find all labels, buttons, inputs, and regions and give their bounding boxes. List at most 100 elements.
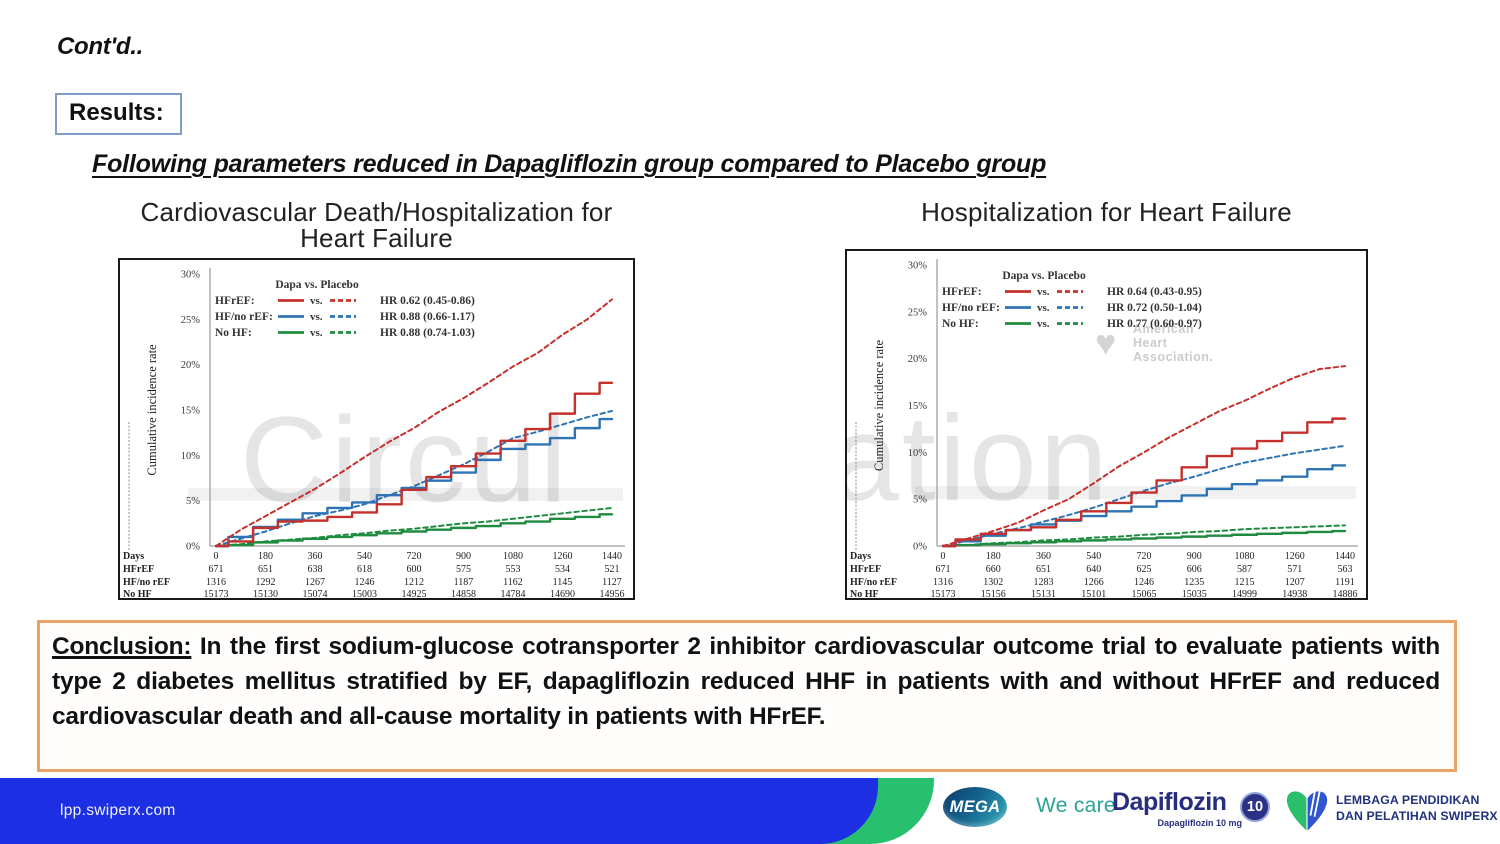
conclusion-box: Conclusion: In the first sodium-glucose … [37,620,1457,772]
svg-text:1302: 1302 [983,577,1003,588]
brand-name: Dapiflozin [1112,788,1227,816]
svg-text:0: 0 [214,551,219,562]
svg-text:534: 534 [555,564,570,575]
svg-text:1080: 1080 [503,551,523,562]
svg-text:HR 0.88 (0.74-1.03): HR 0.88 (0.74-1.03) [380,327,475,339]
svg-text:15065: 15065 [1132,589,1157,598]
svg-text:0%: 0% [913,542,927,553]
svg-text:540: 540 [357,551,372,562]
svg-text:Heart: Heart [1133,336,1168,350]
svg-text:571: 571 [1287,564,1302,575]
svg-text:HR 0.64 (0.43-0.95): HR 0.64 (0.43-0.95) [1107,286,1202,298]
svg-text:vs.: vs. [310,295,323,307]
svg-text:Cumulative incidence rate: Cumulative incidence rate [872,339,886,471]
left-chart-title-line1: Cardiovascular Death/Hospitalization for [140,197,613,227]
hhf-chart-frame: ation ♥ American Heart Association. 0% 5% 10% 15… [845,249,1368,600]
svg-text:1260: 1260 [553,551,573,562]
org-name-line2: DAN PELATIHAN SWIPERX [1336,808,1498,823]
svg-text:0: 0 [941,551,946,562]
svg-text:vs.: vs. [1037,318,1050,330]
svg-text:HFrEF:: HFrEF: [215,295,255,307]
svg-text:540: 540 [1086,551,1101,562]
svg-text:HFrEF:: HFrEF: [942,286,982,298]
svg-text:10%: 10% [181,451,201,462]
org-name: LEMBAGA PENDIDIKAN DAN PELATIHAN SWIPERX [1336,793,1498,824]
svg-text:640: 640 [1086,564,1101,575]
svg-text:1440: 1440 [1335,551,1355,562]
cv-death-hhf-chart: Circul 0% 5% 10% 15% 20% 25% 30% Cumulative inci… [123,268,625,598]
dose-10-badge: 10 [1240,792,1270,822]
svg-text:15131: 15131 [1031,589,1056,598]
svg-text:1260: 1260 [1285,551,1305,562]
swiperx-heart-icon [1286,790,1328,831]
svg-text:587: 587 [1237,564,1252,575]
svg-text:15101: 15101 [1081,589,1106,598]
contd-label: Cont'd.. [57,33,143,60]
svg-text:HR 0.72 (0.50-1.04): HR 0.72 (0.50-1.04) [1107,302,1202,314]
svg-text:No HF: No HF [850,589,879,598]
svg-text:1212: 1212 [404,577,424,588]
svg-text:15003: 15003 [352,589,377,598]
we-care-tagline: We care [1036,794,1116,817]
svg-text:HFrEF: HFrEF [850,564,881,575]
svg-text:15%: 15% [908,401,928,412]
svg-text:vs.: vs. [1037,302,1050,314]
svg-text:HR 0.62 (0.45-0.86): HR 0.62 (0.45-0.86) [380,295,475,307]
svg-text:14690: 14690 [550,589,575,598]
svg-text:0%: 0% [186,542,200,553]
svg-text:1145: 1145 [553,577,573,588]
section-heading: Following parameters reduced in Dapaglif… [92,150,1047,178]
svg-text:HFrEF: HFrEF [123,564,154,575]
svg-text:651: 651 [1036,564,1051,575]
svg-text:720: 720 [1137,551,1152,562]
svg-text:720: 720 [407,551,422,562]
svg-text:vs.: vs. [1037,286,1050,298]
svg-text:563: 563 [1338,564,1353,575]
svg-text:30%: 30% [908,261,928,272]
svg-text:vs.: vs. [310,311,323,323]
svg-text:15130: 15130 [253,589,278,598]
svg-text:1267: 1267 [305,577,325,588]
left-chart-title-line2: Heart Failure [300,223,453,253]
conclusion-text: Conclusion: In the first sodium-glucose … [52,630,1440,734]
svg-text:Days: Days [123,551,144,562]
svg-text:15173: 15173 [204,589,229,598]
svg-text:1316: 1316 [933,577,953,588]
svg-text:660: 660 [986,564,1001,575]
svg-text:Cumulative incidence rate: Cumulative incidence rate [145,344,159,476]
svg-text:14858: 14858 [451,589,476,598]
brand-subtitle: Dapagliflozin 10 mg [1157,818,1242,828]
svg-text:HF/no rEF:: HF/no rEF: [215,311,273,323]
svg-text:15074: 15074 [303,589,328,598]
svg-text:606: 606 [1187,564,1202,575]
footer-blue-bar: lpp.swiperx.com [0,778,878,844]
svg-text:Dapa vs. Placebo: Dapa vs. Placebo [1002,270,1086,282]
svg-text:14956: 14956 [600,589,625,598]
svg-text:ation: ation [847,390,1111,526]
svg-text:HR 0.88 (0.66-1.17): HR 0.88 (0.66-1.17) [380,311,475,323]
cv-death-hhf-chart-frame: Circul 0% 5% 10% 15% 20% 25% 30% Cumulative inci… [118,258,635,600]
svg-text:1191: 1191 [1335,577,1355,588]
results-badge: Results: [55,93,182,135]
svg-text:15173: 15173 [931,589,956,598]
svg-text:1292: 1292 [256,577,276,588]
svg-text:HF/no rEF:: HF/no rEF: [942,302,1000,314]
svg-text:Days: Days [850,551,871,562]
svg-text:30%: 30% [181,270,201,281]
svg-text:vs.: vs. [310,327,323,339]
svg-text:5%: 5% [913,495,927,506]
svg-text:1080: 1080 [1235,551,1255,562]
svg-text:Dapa vs. Placebo: Dapa vs. Placebo [275,279,359,291]
conclusion-label: Conclusion: [52,633,192,660]
svg-text:553: 553 [506,564,521,575]
svg-text:5%: 5% [186,496,200,507]
svg-text:HF/no rEF: HF/no rEF [123,577,170,588]
footer-url: lpp.swiperx.com [60,802,176,819]
svg-text:15%: 15% [181,406,201,417]
footer-bar: lpp.swiperx.com MEGA We care Dapiflozin … [0,778,1500,844]
svg-text:360: 360 [1036,551,1051,562]
svg-text:1283: 1283 [1034,577,1054,588]
svg-text:651: 651 [258,564,273,575]
svg-text:HF/no rEF: HF/no rEF [850,577,897,588]
svg-text:American: American [1133,322,1194,336]
